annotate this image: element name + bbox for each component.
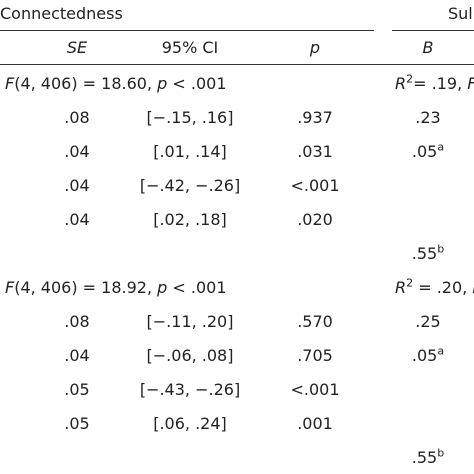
cell-ci: [−.11, .20] [146, 312, 234, 331]
cell-se: .04 [64, 142, 90, 161]
stat-part: (4, 406) = 18.92, [14, 278, 158, 297]
b-sup: a [437, 344, 445, 358]
b-sup: a [437, 140, 445, 154]
cell-se: .04 [64, 210, 90, 229]
cell-se: .04 [64, 176, 90, 195]
cell-p: .020 [297, 210, 333, 229]
stat-part: p [157, 74, 168, 93]
cell-ci: [.02, .18] [153, 210, 227, 229]
stat-part: < .001 [167, 278, 227, 297]
stat-part: R [395, 278, 407, 297]
cell-ci: [−.15, .16] [146, 108, 234, 127]
cell-p: <.001 [290, 176, 340, 195]
stat-part: F [5, 74, 15, 93]
model-stat: F(4, 406) = 18.60, p < .001 [5, 74, 227, 94]
group-title: Sul [448, 4, 473, 23]
cell-se: .08 [64, 108, 90, 127]
stat-part: = .20, [413, 278, 473, 297]
cell-p: .570 [297, 312, 333, 331]
stat-part: M [472, 278, 474, 297]
cell-p: <.001 [290, 380, 340, 399]
b-value: .55 [411, 448, 438, 467]
model-stat: R2= .19, F [395, 74, 474, 94]
cell-ci: [−.06, .08] [146, 346, 234, 365]
cell-ci: [.06, .24] [153, 414, 227, 433]
header-rule [0, 64, 474, 65]
stat-part: F [467, 74, 474, 93]
stat-sup: 2 [406, 72, 414, 86]
b-value: .25 [415, 312, 441, 331]
group-rule [0, 30, 374, 31]
cell-ci: [−.43, −.26] [139, 380, 241, 399]
cell-b: .55b [412, 448, 444, 468]
b-sup: b [437, 446, 445, 460]
column-header: 95% CI [161, 38, 219, 57]
stat-part: F [5, 278, 15, 297]
cell-b: .23 [415, 108, 440, 128]
cell-p: .001 [297, 414, 333, 433]
b-value: .23 [415, 108, 441, 127]
stat-part: R [395, 74, 407, 93]
b-value: .05 [411, 346, 438, 365]
model-stat: R2 = .20, M [395, 278, 474, 298]
model-stat: F(4, 406) = 18.92, p < .001 [5, 278, 227, 298]
stat-part: (4, 406) = 18.60, [14, 74, 158, 93]
stat-part: p [157, 278, 168, 297]
cell-b: .05a [412, 346, 444, 366]
column-header: B [422, 38, 434, 57]
stat-part: < .001 [167, 74, 227, 93]
group-title: Connectedness [0, 4, 123, 23]
cell-b: .25 [415, 312, 440, 332]
cell-se: .05 [64, 414, 90, 433]
cell-p: .705 [297, 346, 333, 365]
stat-sup: 2 [406, 276, 414, 290]
stat-part: = .19, [413, 74, 468, 93]
cell-se: .05 [64, 380, 90, 399]
column-header: SE [66, 38, 88, 57]
b-value: .55 [411, 244, 438, 263]
cell-b: .05a [412, 142, 444, 162]
cell-p: .031 [297, 142, 333, 161]
group-rule [392, 30, 474, 31]
b-sup: b [437, 242, 445, 256]
b-value: .05 [411, 142, 438, 161]
cell-ci: [−.42, −.26] [139, 176, 241, 195]
cell-b: .55b [412, 244, 444, 264]
column-header: p [309, 38, 321, 57]
cell-p: .937 [297, 108, 333, 127]
cell-se: .04 [64, 346, 90, 365]
cell-se: .08 [64, 312, 90, 331]
cell-ci: [.01, .14] [153, 142, 227, 161]
